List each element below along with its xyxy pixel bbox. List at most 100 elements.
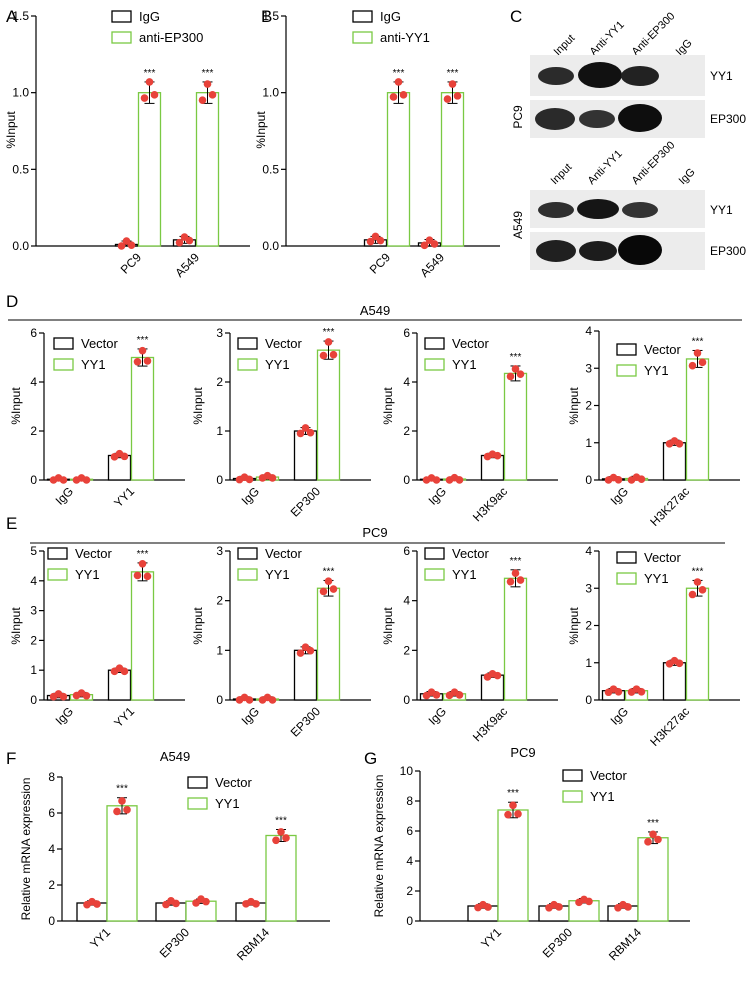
y-tick-label: 2 [585,619,592,633]
panel-letter-f: F [6,749,16,768]
bar [685,358,710,481]
legend-label: YY1 [215,796,240,811]
blot-band [577,199,619,219]
x-tick-label: A549 [417,250,447,280]
legend-swatch [53,358,74,371]
data-point [366,237,375,246]
x-tick-label: H3K27ac [647,704,692,749]
x-tick-label: RBM14 [606,925,644,963]
y-tick-label: 1 [585,436,592,450]
x-tick-label: IgG [53,704,77,728]
legend-swatch [352,31,373,44]
y-tick-label: 6 [403,326,410,340]
blot-lane-label: Anti-YY1 [586,148,625,187]
y-tick-label: 2 [403,643,410,657]
y-tick-label: 2 [406,884,413,898]
significance-label: *** [137,335,149,346]
blot-lane-labels-bottom: Input Anti-YY1 Anti-EP300 IgG [549,139,698,187]
blot-band [538,202,574,218]
data-point [133,357,142,366]
data-point [272,836,280,845]
significance-label: *** [323,327,335,338]
bar [130,571,155,701]
data-point [197,895,205,903]
legend-swatch [237,358,258,371]
legend-swatch [424,358,445,371]
bar [293,430,318,481]
y-tick-label: 4 [403,594,410,608]
y-tick-label: 6 [30,326,37,340]
y-tick-label: 6 [48,806,55,820]
data-point [420,241,429,250]
y-axis-label: %Input [9,607,23,645]
y-tick-label: 8 [48,770,55,784]
y-tick-label: 1 [216,643,223,657]
bar [637,837,669,922]
data-point [453,92,462,100]
data-point [117,242,126,250]
chart-e2: 0 1 2 3 %Input IgG EP300 *** Vector YY1 [191,544,371,740]
y-tick-label: 0.0 [12,239,29,253]
legend-swatch [187,797,208,810]
significance-label: *** [137,549,149,560]
data-point [488,450,497,458]
data-point [123,806,131,814]
data-point [511,365,520,373]
x-tick-label: H3K9ac [470,704,510,744]
data-point [277,828,285,836]
x-tick-label: YY1 [478,925,504,951]
data-point [427,688,436,697]
data-point [450,473,459,482]
blot-cell-label-top: PC9 [511,105,525,129]
significance-label: *** [323,566,335,577]
blot-band [622,202,658,218]
legend-swatch [616,572,637,585]
panel-letter-a: A [6,7,18,26]
panel-letter-d: D [6,292,18,311]
significance-label: *** [507,788,519,799]
y-tick-label: 0 [585,693,592,707]
y-axis-label: %Input [4,111,18,149]
data-point [504,810,512,819]
y-tick-label: 2 [30,424,37,438]
x-tick-label: A549 [172,250,202,280]
group-title-pc9: PC9 [362,525,387,540]
y-tick-label: 0 [406,914,413,928]
legend-swatch [616,364,637,377]
legend-swatch [616,551,637,564]
chart-d4: 0 1 2 3 4 %Input IgG H3K27ac *** Vector YY1 [567,324,740,529]
chart-title: PC9 [510,745,535,760]
blot-band [618,235,662,265]
bar [76,902,108,922]
legend-label: YY1 [452,357,477,372]
data-point [609,473,618,482]
blot-band [578,62,622,88]
data-point [77,689,86,697]
blot-band [618,104,662,132]
data-point [506,577,515,586]
legend-label: Vector [452,336,490,351]
panel-letter-g: G [364,749,377,768]
legend-label: YY1 [75,567,100,582]
data-point [698,358,707,367]
blot-row-label: YY1 [710,203,733,217]
data-point [425,236,434,244]
data-point [693,578,702,586]
y-tick-label: 4 [585,324,592,338]
legend-swatch [424,547,445,560]
data-point [301,643,310,652]
data-point [88,897,96,906]
chart-e4: 0 1 2 3 4 %Input IgG H3K27ac *** Vector YY1 [567,544,740,749]
y-tick-label: 3 [216,326,223,340]
legend-swatch [352,10,373,23]
x-tick-label: PC9 [367,250,394,277]
data-point [138,559,147,568]
bar [503,577,528,701]
data-point [118,797,126,805]
data-point [296,649,305,657]
x-tick-label: H3K27ac [647,484,692,529]
data-point [644,838,652,846]
y-tick-label: 0.5 [12,162,29,176]
data-point [175,238,184,247]
bar [195,92,220,247]
